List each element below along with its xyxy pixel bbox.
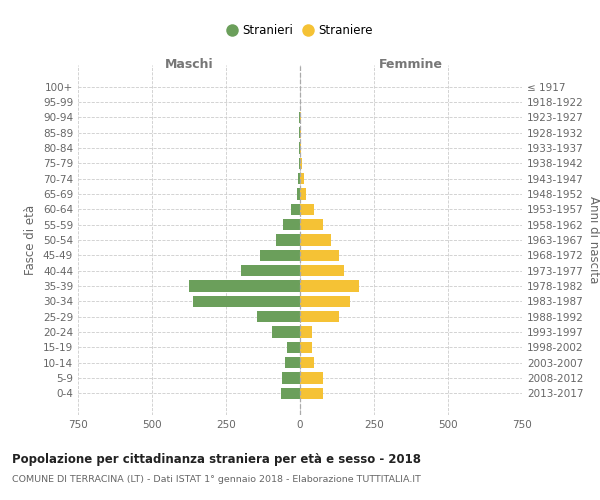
Bar bbox=[298, 173, 300, 184]
Bar bbox=[189, 280, 300, 292]
Bar bbox=[300, 188, 306, 200]
Legend: Stranieri, Straniere: Stranieri, Straniere bbox=[225, 22, 375, 40]
Text: COMUNE DI TERRACINA (LT) - Dati ISTAT 1° gennaio 2018 - Elaborazione TUTTITALIA.: COMUNE DI TERRACINA (LT) - Dati ISTAT 1°… bbox=[12, 475, 421, 484]
Text: Femmine: Femmine bbox=[379, 58, 443, 71]
Bar bbox=[193, 296, 300, 307]
Bar bbox=[300, 388, 323, 399]
Bar bbox=[299, 158, 300, 169]
Bar bbox=[285, 357, 300, 368]
Bar bbox=[300, 234, 331, 246]
Y-axis label: Fasce di età: Fasce di età bbox=[25, 205, 37, 275]
Y-axis label: Anni di nascita: Anni di nascita bbox=[587, 196, 600, 284]
Bar bbox=[241, 265, 300, 276]
Bar bbox=[277, 234, 300, 246]
Bar bbox=[300, 342, 313, 353]
Bar bbox=[281, 372, 300, 384]
Bar bbox=[297, 188, 300, 200]
Bar bbox=[300, 372, 323, 384]
Bar bbox=[300, 311, 339, 322]
Bar bbox=[300, 219, 323, 230]
Bar bbox=[287, 342, 300, 353]
Bar bbox=[260, 250, 300, 261]
Bar bbox=[300, 250, 339, 261]
Bar bbox=[300, 204, 314, 215]
Bar bbox=[281, 388, 300, 399]
Bar bbox=[272, 326, 300, 338]
Bar bbox=[300, 173, 304, 184]
Bar bbox=[300, 265, 344, 276]
Bar bbox=[300, 326, 313, 338]
Bar bbox=[283, 219, 300, 230]
Bar bbox=[300, 142, 301, 154]
Bar bbox=[300, 357, 314, 368]
Text: Popolazione per cittadinanza straniera per età e sesso - 2018: Popolazione per cittadinanza straniera p… bbox=[12, 452, 421, 466]
Bar bbox=[290, 204, 300, 215]
Bar bbox=[300, 296, 350, 307]
Text: Maschi: Maschi bbox=[164, 58, 214, 71]
Bar bbox=[300, 127, 301, 138]
Bar bbox=[300, 112, 301, 123]
Bar bbox=[300, 280, 359, 292]
Bar bbox=[257, 311, 300, 322]
Bar bbox=[300, 158, 302, 169]
